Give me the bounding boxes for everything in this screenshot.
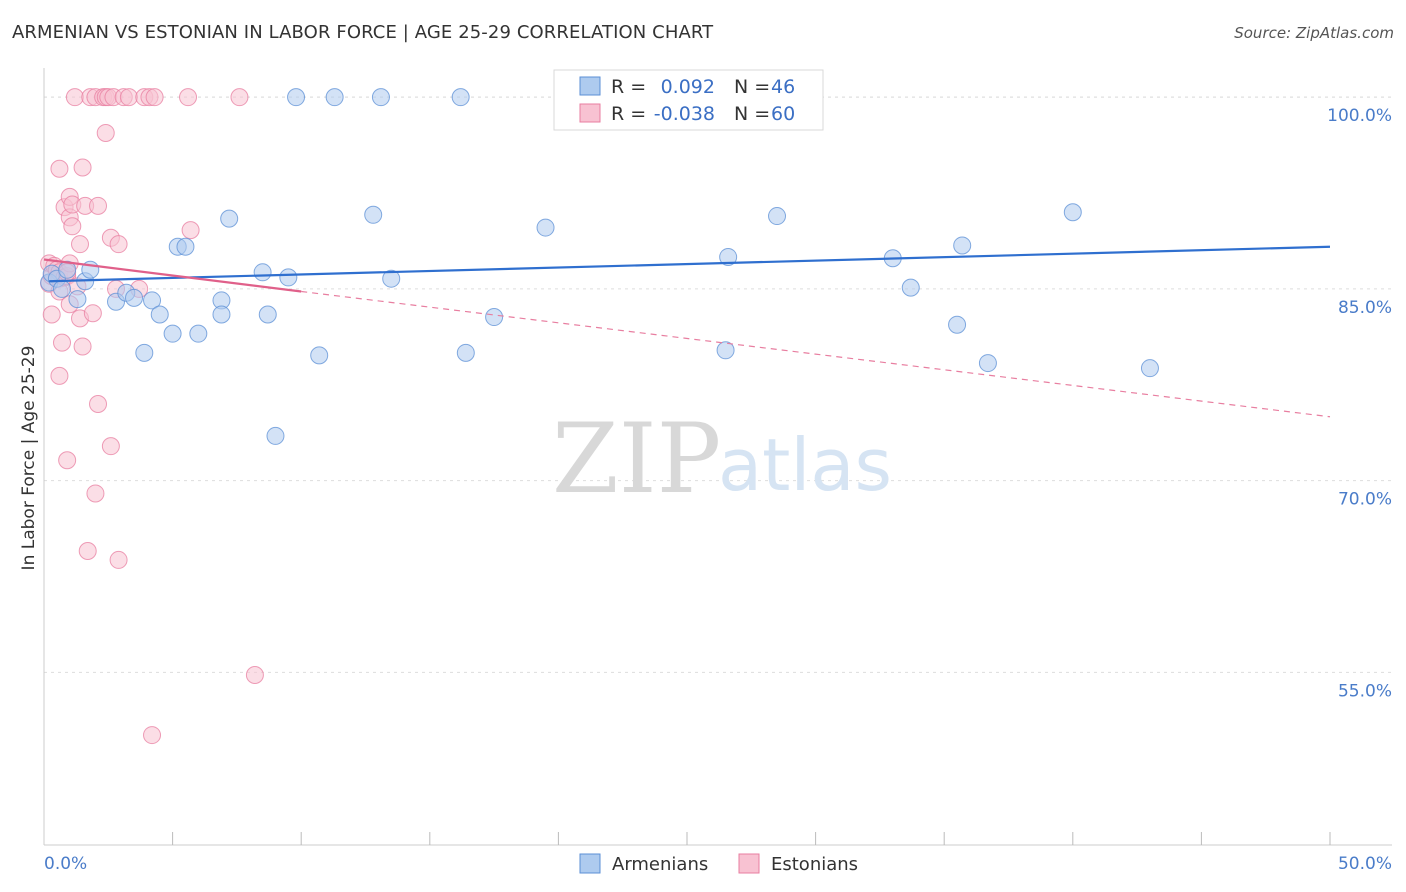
estonians-point xyxy=(53,333,72,352)
armenians-point xyxy=(716,341,735,360)
y-tick-labels: 55.0% 70.0% 85.0% 100.0% xyxy=(1327,106,1392,701)
estonians-point xyxy=(109,235,128,254)
armenians-point xyxy=(135,343,154,362)
x-tick-label-min: 0.0% xyxy=(44,854,87,874)
armenians-point xyxy=(287,88,306,107)
armenians-point xyxy=(978,354,997,373)
watermark: ZIP atlas xyxy=(552,403,892,515)
estonians-point xyxy=(181,221,200,240)
armenians-point xyxy=(536,218,555,237)
estonians-point xyxy=(71,235,90,254)
armenians-point xyxy=(953,236,972,255)
armenians-point xyxy=(1140,359,1159,378)
armenians-point xyxy=(279,268,298,287)
armenians-point xyxy=(1063,203,1082,222)
trendlines xyxy=(43,245,1331,418)
armenians-point xyxy=(220,209,239,228)
armenians-point xyxy=(456,343,475,362)
armenians-point xyxy=(58,260,77,279)
estonians-trendline-solid xyxy=(43,258,302,293)
y-tick-label: 70.0% xyxy=(1338,490,1392,510)
stats-box: R = 0.092 N = 46 R = -0.038 N = 60 xyxy=(553,69,824,131)
estonians-point xyxy=(42,305,61,324)
stats-n-value-armenians: 46 xyxy=(771,76,795,98)
watermark-zip: ZIP xyxy=(552,403,721,515)
armenians-point xyxy=(948,315,967,334)
armenians-point xyxy=(163,324,182,343)
estonians-point xyxy=(86,484,105,503)
estonians-point xyxy=(58,451,77,470)
estonians-point xyxy=(143,726,162,745)
legend-label-armenians: Armenians xyxy=(612,854,708,875)
stats-n-value-estonians: 60 xyxy=(771,103,795,125)
estonians-point xyxy=(73,158,92,177)
estonians-point xyxy=(63,217,82,236)
legend: Armenians Estonians xyxy=(579,853,858,875)
stats-r-label-estonians: R = xyxy=(611,103,646,125)
series-estonians xyxy=(40,88,264,745)
armenians-point xyxy=(364,205,383,224)
legend-swatch-armenians xyxy=(579,853,601,874)
stats-swatch-armenians xyxy=(579,76,601,96)
armenians-point xyxy=(719,247,738,266)
armenians-point xyxy=(53,279,72,298)
armenians-point xyxy=(189,324,208,343)
estonians-point xyxy=(50,159,69,178)
x-tick-label-max: 50.0% xyxy=(1338,854,1392,874)
estonians-point xyxy=(50,366,69,385)
estonians-trendline-dashed xyxy=(301,290,1331,418)
y-tick-label: 100.0% xyxy=(1327,106,1392,126)
armenians-point xyxy=(901,278,920,297)
y-tick-label: 85.0% xyxy=(1338,298,1392,318)
estonians-point xyxy=(73,337,92,356)
stats-r-value-armenians: 0.092 xyxy=(661,76,715,98)
estonians-point xyxy=(89,394,108,413)
armenians-point xyxy=(176,237,195,256)
armenians-point xyxy=(68,290,87,309)
estonians-point xyxy=(109,550,128,569)
chart-title: ARMENIAN VS ESTONIAN IN LABOR FORCE | AG… xyxy=(12,22,714,43)
armenians-point xyxy=(150,305,169,324)
source-credit: Source: ZipAtlas.com xyxy=(1234,24,1394,42)
armenians-point xyxy=(253,263,272,282)
estonians-point xyxy=(78,541,97,560)
armenians-point xyxy=(325,88,344,107)
legend-swatch-estonians xyxy=(738,853,760,874)
watermark-atlas: atlas xyxy=(718,423,892,507)
gridlines xyxy=(44,96,1392,673)
stats-swatch-estonians xyxy=(579,103,601,123)
armenians-trendline xyxy=(49,245,1331,283)
estonians-point xyxy=(89,196,108,215)
armenians-point xyxy=(266,426,285,445)
stats-r-value-estonians: -0.038 xyxy=(654,103,715,125)
y-tick-label: 55.0% xyxy=(1338,681,1392,701)
stats-r-label-armenians: R = xyxy=(611,76,646,98)
estonians-point xyxy=(101,437,120,456)
estonians-point xyxy=(96,123,115,142)
armenians-point xyxy=(485,308,504,327)
y-axis-label: In Labor Force | Age 25-29 xyxy=(19,346,39,571)
estonians-point xyxy=(230,88,249,107)
estonians-point xyxy=(245,665,264,684)
armenians-point xyxy=(143,291,162,310)
stats-n-label-estonians: N = xyxy=(734,103,770,125)
stats-n-label-armenians: N = xyxy=(734,76,770,98)
armenians-point xyxy=(451,88,470,107)
armenians-point xyxy=(768,207,787,226)
armenians-point xyxy=(212,305,231,324)
estonians-point xyxy=(83,304,102,323)
armenians-point xyxy=(310,346,329,365)
estonians-point xyxy=(65,88,84,107)
estonians-point xyxy=(145,88,164,107)
legend-label-estonians: Estonians xyxy=(771,854,858,875)
armenians-point xyxy=(371,88,390,107)
armenians-point xyxy=(258,305,277,324)
estonians-point xyxy=(179,88,198,107)
armenians-point xyxy=(125,288,144,307)
x-tick-marks xyxy=(172,832,1331,845)
armenians-point xyxy=(382,269,401,288)
estonians-point xyxy=(119,88,138,107)
